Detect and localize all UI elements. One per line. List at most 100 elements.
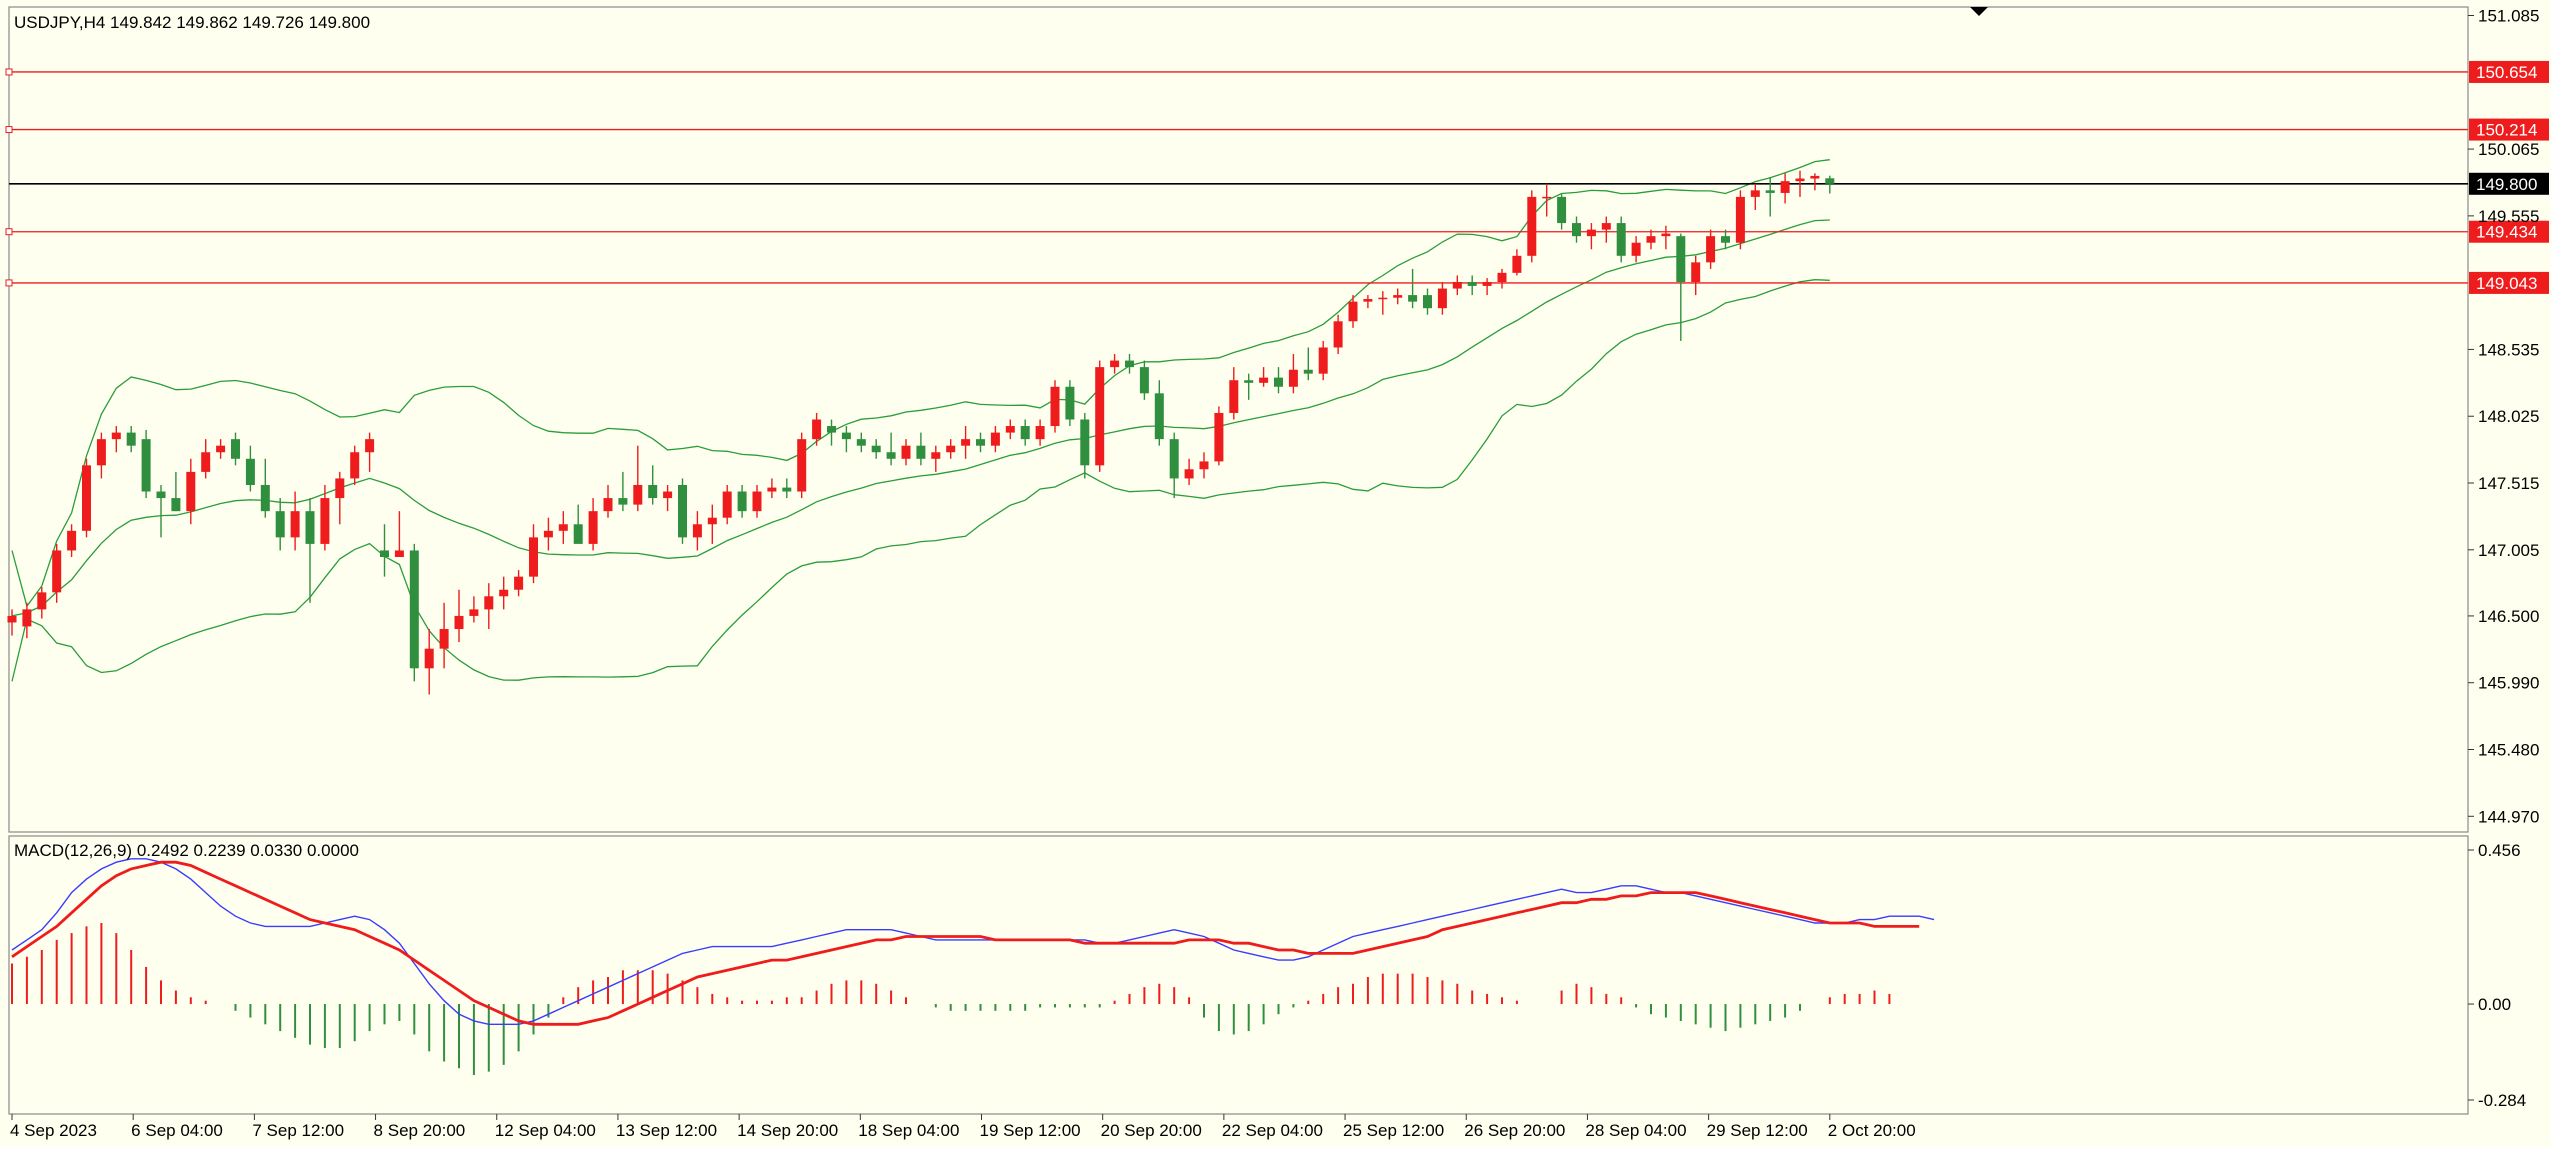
candle: [1065, 380, 1075, 427]
candle: [1348, 295, 1358, 328]
candle: [886, 432, 896, 466]
candle: [454, 589, 464, 643]
candle: [82, 458, 91, 538]
candle: [543, 517, 553, 551]
candle: [1229, 367, 1239, 420]
candle: [1333, 314, 1343, 355]
candle: [1020, 419, 1030, 446]
bollinger-middle-band: [11, 219, 1830, 617]
candle: [1035, 419, 1045, 446]
candle: [856, 432, 866, 453]
candle: [1616, 216, 1626, 263]
candle: [67, 524, 77, 557]
candle: [96, 432, 106, 479]
candle: [961, 426, 971, 459]
candle: [365, 432, 375, 472]
candle: [1288, 354, 1298, 394]
candle: [1482, 278, 1492, 296]
candle: [1721, 229, 1730, 250]
price-tick-label: 145.480: [2478, 741, 2539, 760]
level-handle-1[interactable]: [5, 126, 13, 134]
bollinger-lower-band: [11, 279, 1830, 682]
candle: [707, 504, 717, 544]
candle: [1825, 175, 1835, 194]
level-tag-0: [2469, 60, 2549, 83]
candle: [1542, 183, 1552, 217]
price-tick-label: 147.515: [2478, 474, 2539, 493]
candle: [320, 484, 330, 551]
candle: [1437, 282, 1447, 315]
level-tag-2: [2469, 172, 2549, 195]
candle: [1274, 367, 1283, 394]
candle: [126, 426, 136, 453]
time-tick-label: 19 Sep 12:00: [979, 1121, 1080, 1140]
time-tick-label: 2 Oct 20:00: [1828, 1121, 1916, 1140]
candle: [1661, 225, 1671, 250]
candle: [231, 432, 240, 466]
level-label-1: 150.214: [2476, 121, 2537, 140]
candle: [1110, 354, 1120, 374]
candle: [1259, 367, 1269, 387]
candle: [990, 426, 1000, 453]
time-tick-label: 29 Sep 12:00: [1707, 1121, 1808, 1140]
level-handle-3[interactable]: [5, 228, 13, 236]
candle: [1750, 183, 1760, 210]
time-tick-label: 18 Sep 04:00: [858, 1121, 959, 1140]
candle: [1765, 177, 1775, 217]
candle: [1631, 236, 1641, 263]
candle: [394, 511, 404, 557]
price-tick-label: 149.555: [2478, 207, 2539, 226]
candle: [305, 498, 315, 603]
candle: [1125, 354, 1134, 374]
level-label-4: 149.043: [2476, 274, 2537, 293]
candle: [916, 432, 926, 466]
price-tick-label: 145.990: [2478, 674, 2539, 693]
candle: [618, 471, 628, 512]
candle: [216, 439, 226, 459]
candle: [1810, 173, 1820, 191]
chart-shift-marker[interactable]: [1970, 7, 1988, 16]
price-axis: 151.085 150.065 149.555 148.535 148.025 147.5…: [2468, 7, 2539, 826]
candle: [186, 458, 196, 525]
macd-signal-line: [11, 860, 1920, 1026]
price-tick-label: 151.085: [2478, 7, 2539, 26]
macd-indicator: [11, 858, 1935, 1075]
candle: [1795, 170, 1805, 197]
level-handle-0[interactable]: [5, 68, 13, 76]
candle: [1363, 295, 1373, 309]
macd-tick-label: 0.00: [2478, 995, 2511, 1014]
candle: [7, 609, 17, 636]
candle: [1408, 268, 1418, 309]
candle: [529, 524, 538, 584]
candle: [1184, 458, 1194, 485]
time-tick-label: 13 Sep 12:00: [616, 1121, 717, 1140]
level-tag-3: [2469, 220, 2549, 243]
price-tick-label: 148.025: [2478, 407, 2539, 426]
candle: [976, 432, 985, 453]
time-tick-label: 8 Sep 20:00: [374, 1121, 466, 1140]
candle: [1244, 373, 1254, 400]
chart-frame: [8, 6, 2469, 1115]
time-tick-label: 12 Sep 04:00: [495, 1121, 596, 1140]
candle: [1318, 340, 1328, 381]
level-tag-1: [2469, 118, 2549, 141]
candle: [335, 471, 345, 525]
horizontal-levels[interactable]: 150.654 150.214 149.800 149.434 149.043: [5, 60, 2549, 294]
candle: [573, 504, 583, 544]
macd-tick-label: -0.284: [2478, 1091, 2526, 1110]
candle: [648, 465, 658, 505]
level-label-2: 149.800: [2476, 175, 2537, 194]
candle: [588, 498, 598, 551]
candle: [1527, 190, 1537, 263]
candle: [1780, 173, 1790, 204]
candle: [692, 511, 702, 551]
bollinger-bands: [11, 159, 1830, 682]
symbol-info: USDJPY,H4 149.842 149.862 149.726 149.80…: [14, 13, 370, 32]
candle: [37, 587, 47, 619]
price-tick-label: 150.065: [2478, 140, 2539, 159]
candle: [1378, 291, 1388, 315]
price-tick-label: 146.500: [2478, 607, 2539, 626]
level-handle-4[interactable]: [5, 279, 13, 287]
candle: [1452, 275, 1462, 296]
